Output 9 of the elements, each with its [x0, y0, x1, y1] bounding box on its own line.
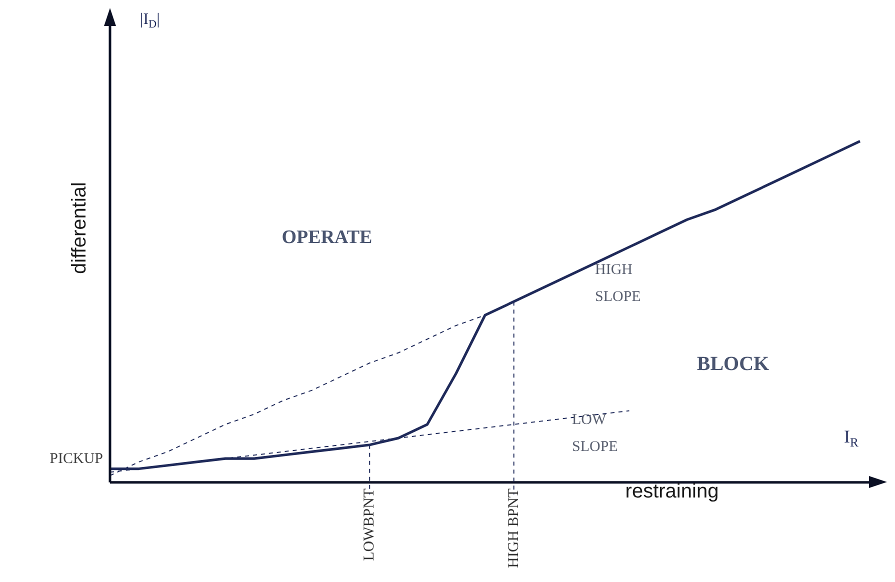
annotation: LOW SLOPE [572, 412, 618, 455]
text: PICKUP [50, 450, 104, 467]
annotation: BLOCK [696, 353, 770, 376]
x-axis-title: restraining [625, 480, 719, 503]
x-tick-label: LOWBPNT [362, 488, 378, 561]
x-tick-label: HIGH BPNT [506, 488, 522, 568]
annotation: OPERATE [282, 226, 372, 248]
annotation: HIGH SLOPE [595, 262, 641, 305]
y-axis-title: differential [68, 182, 91, 274]
